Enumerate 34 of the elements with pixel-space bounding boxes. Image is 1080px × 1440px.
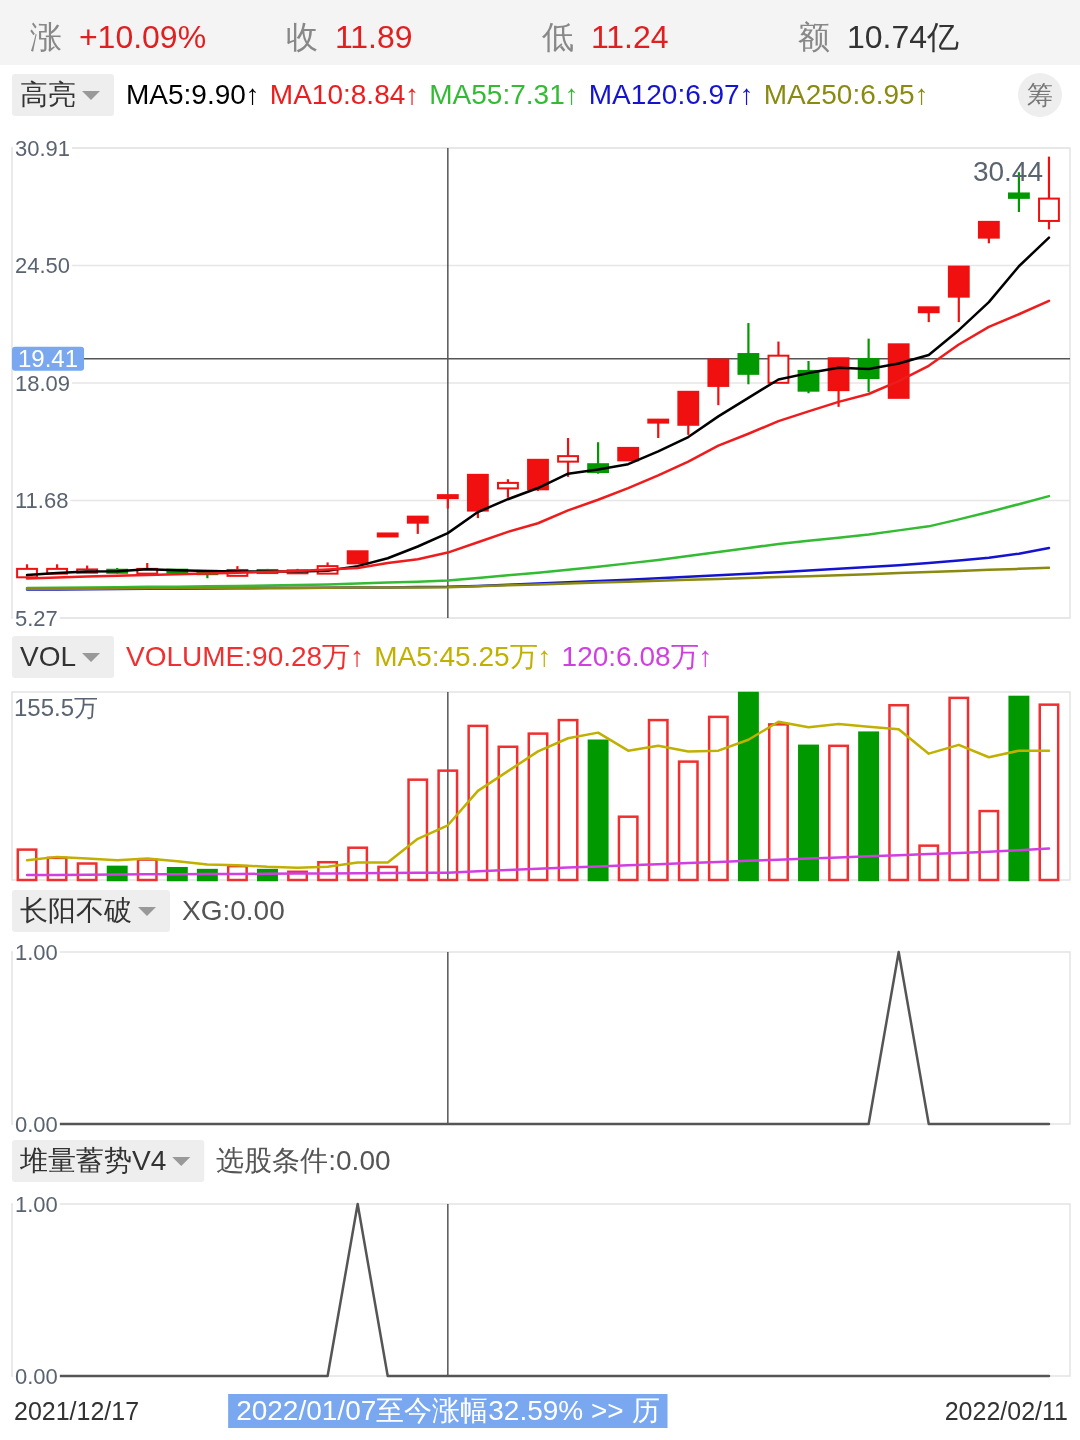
- text: MA5:9.90↑: [126, 79, 260, 110]
- text: 额 10.74亿: [798, 19, 959, 55]
- annotation: 30.44: [972, 155, 1043, 187]
- ref-line-label: 19.41: [18, 345, 79, 373]
- y-tick-label: 30.91: [15, 135, 71, 161]
- text: 筹: [1027, 80, 1053, 110]
- y-tick-label: 5.27: [15, 605, 58, 631]
- text: VOLUME:90.28万↑: [126, 641, 365, 672]
- text: 2022/02/11: [944, 1397, 1068, 1425]
- text: XG:0.00: [182, 895, 285, 926]
- y-tick-label: 0.00: [15, 1363, 58, 1389]
- y-tick-label: 1.00: [15, 1191, 58, 1217]
- y-tick-label: 24.50: [15, 253, 71, 278]
- chart-title: 高亮: [20, 79, 76, 110]
- text: 低 11.24: [542, 19, 669, 55]
- text: MA120:6.97↑: [588, 79, 754, 110]
- annotation: 155.5万: [14, 694, 99, 721]
- text: 涨 +10.09%: [30, 19, 207, 55]
- text: MA250:6.95↑: [763, 79, 929, 110]
- chart-title: VOL: [20, 641, 77, 672]
- y-tick-label: 1.00: [15, 939, 58, 965]
- y-tick-label: 11.68: [15, 488, 69, 513]
- text: MA10:8.84↑: [269, 79, 420, 110]
- chart-title: 堆量蓄势V4: [19, 1145, 167, 1176]
- text: 收 11.89: [286, 19, 413, 55]
- text: 2021/12/17: [14, 1397, 140, 1425]
- y-tick-label: 0.00: [15, 1111, 58, 1137]
- x-tick-label: 2022/01/07至今涨幅32.59% >> 历: [236, 1395, 660, 1426]
- y-tick-label: 18.09: [15, 370, 71, 396]
- text: 120:6.08万↑: [561, 641, 713, 672]
- text: MA55:7.31↑: [429, 79, 579, 110]
- chart-title: 长阳不破: [20, 895, 132, 926]
- text: MA5:45.25万↑: [374, 641, 552, 672]
- series-label: 选股条件:0.00: [216, 1145, 391, 1176]
